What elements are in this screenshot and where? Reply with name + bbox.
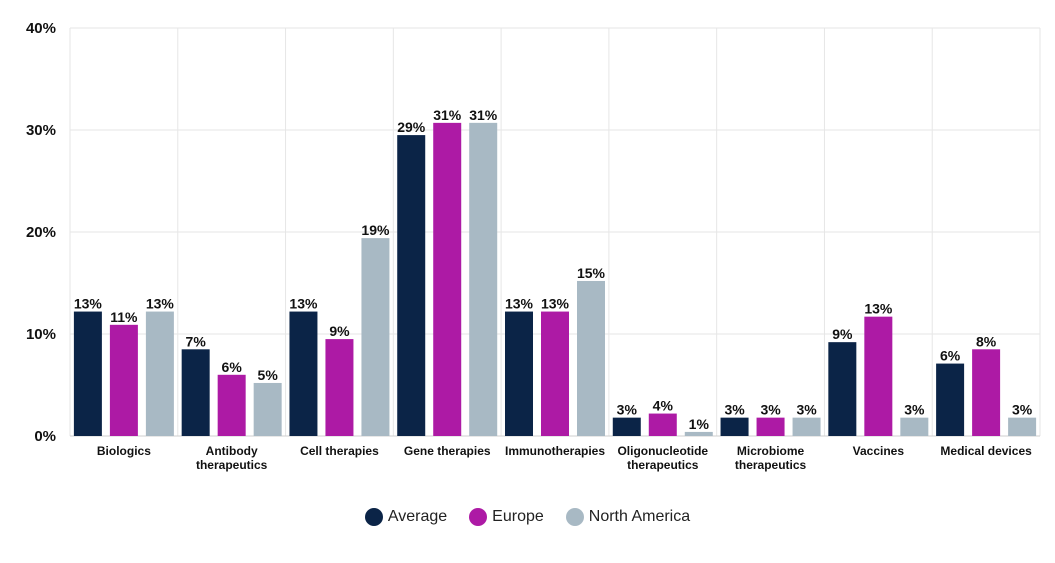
legend-swatch xyxy=(469,508,488,526)
x-tick-label-line: Microbiome xyxy=(737,444,805,458)
bar xyxy=(612,417,641,436)
x-tick-label: Immunotherapies xyxy=(505,444,605,458)
x-tick-label: Oligonucleotide therapeutics xyxy=(617,444,708,472)
legend-item: North America xyxy=(565,508,691,526)
bar-value-label: 13% xyxy=(74,296,103,312)
legend-item: Europe xyxy=(469,508,544,526)
bar-value-label: 5% xyxy=(258,367,279,383)
bar-value-label: 29% xyxy=(397,119,426,135)
bar xyxy=(505,311,533,436)
bar-value-label: 13% xyxy=(289,296,318,312)
chart-legend: Average Europe North America xyxy=(0,508,1055,526)
bar-value-label: 31% xyxy=(433,107,462,123)
bar-value-label: 13% xyxy=(146,296,175,312)
bar xyxy=(145,311,174,436)
bar-value-label: 3% xyxy=(1012,402,1033,418)
bar-value-label: 4% xyxy=(653,398,674,414)
bar-value-label: 15% xyxy=(577,265,606,281)
bar xyxy=(469,122,498,437)
bar-value-label: 3% xyxy=(904,402,925,418)
bar xyxy=(397,135,426,436)
bar-value-label: 6% xyxy=(940,348,961,364)
bar xyxy=(73,311,102,436)
bar-value-label: 3% xyxy=(760,402,781,418)
bar-chart: 0% 10% 20% 30% 40% 13% 11% 13% Biologics 7% 6% 5% An… xyxy=(26,20,1041,472)
bar xyxy=(684,431,713,436)
bar xyxy=(217,374,246,436)
y-tick-label: 40% xyxy=(26,20,56,37)
bar xyxy=(756,417,785,436)
x-tick-label: Medical devices xyxy=(940,444,1032,458)
x-tick-label-line: Gene therapies xyxy=(404,444,491,458)
bar xyxy=(648,413,677,436)
x-tick-label-line: therapeutics xyxy=(627,458,699,472)
x-tick-label: Antibody therapeutics xyxy=(196,444,268,472)
bar xyxy=(109,324,138,436)
bar xyxy=(792,417,821,436)
bar-value-label: 31% xyxy=(469,107,498,123)
x-tick-label-line: Biologics xyxy=(97,444,151,458)
bar-value-label: 3% xyxy=(796,402,817,418)
bar xyxy=(577,280,605,436)
bar xyxy=(289,311,318,436)
legend-swatch xyxy=(565,508,584,526)
bar-value-label: 8% xyxy=(976,333,997,349)
x-tick-label-line: Cell therapies xyxy=(300,444,379,458)
bar-value-label: 9% xyxy=(832,326,853,342)
legend-label: North America xyxy=(588,508,691,525)
bar-value-label: 6% xyxy=(222,359,243,375)
legend-swatch xyxy=(364,508,383,526)
bar xyxy=(972,349,1001,436)
x-tick-label-line: therapeutics xyxy=(735,458,807,472)
bar xyxy=(361,238,390,436)
x-tick-label-line: Medical devices xyxy=(940,444,1032,458)
x-tick-label-line: Antibody xyxy=(206,444,258,458)
legend-label: Average xyxy=(387,508,448,525)
bar-value-label: 9% xyxy=(329,323,350,339)
bar-value-label: 19% xyxy=(361,222,390,238)
x-tick-label-line: Immunotherapies xyxy=(505,444,605,458)
y-tick-label: 30% xyxy=(26,122,56,139)
x-tick-label-line: therapeutics xyxy=(196,458,268,472)
x-tick-label: Microbiome therapeutics xyxy=(735,444,807,472)
x-tick-label: Gene therapies xyxy=(404,444,491,458)
bar xyxy=(828,342,857,436)
x-tick-label: Biologics xyxy=(97,444,151,458)
y-tick-label: 0% xyxy=(34,428,56,445)
legend-label: Europe xyxy=(492,508,544,525)
bar xyxy=(541,311,569,436)
bar xyxy=(720,417,749,436)
x-tick-label-line: Vaccines xyxy=(853,444,905,458)
bar-value-label: 13% xyxy=(505,296,534,312)
bar xyxy=(936,363,965,436)
x-tick-label: Vaccines xyxy=(853,444,905,458)
bar-value-label: 13% xyxy=(541,296,570,312)
x-tick-label-line: Oligonucleotide xyxy=(617,444,708,458)
bar-value-label: 3% xyxy=(617,402,638,418)
legend-item: Average xyxy=(364,508,448,526)
bar xyxy=(864,316,893,436)
y-tick-label: 10% xyxy=(26,326,56,343)
bar xyxy=(1008,417,1037,436)
bar xyxy=(325,339,354,436)
bar-value-label: 3% xyxy=(724,402,745,418)
bar xyxy=(900,417,929,436)
bar-value-label: 13% xyxy=(864,301,893,317)
bar-value-label: 11% xyxy=(110,309,138,325)
bar-value-label: 1% xyxy=(689,416,710,432)
bar xyxy=(181,349,210,436)
bar-value-label: 7% xyxy=(186,333,207,349)
y-tick-label: 20% xyxy=(26,224,56,241)
bar xyxy=(253,382,282,436)
x-tick-label: Cell therapies xyxy=(300,444,379,458)
bar xyxy=(433,122,462,437)
